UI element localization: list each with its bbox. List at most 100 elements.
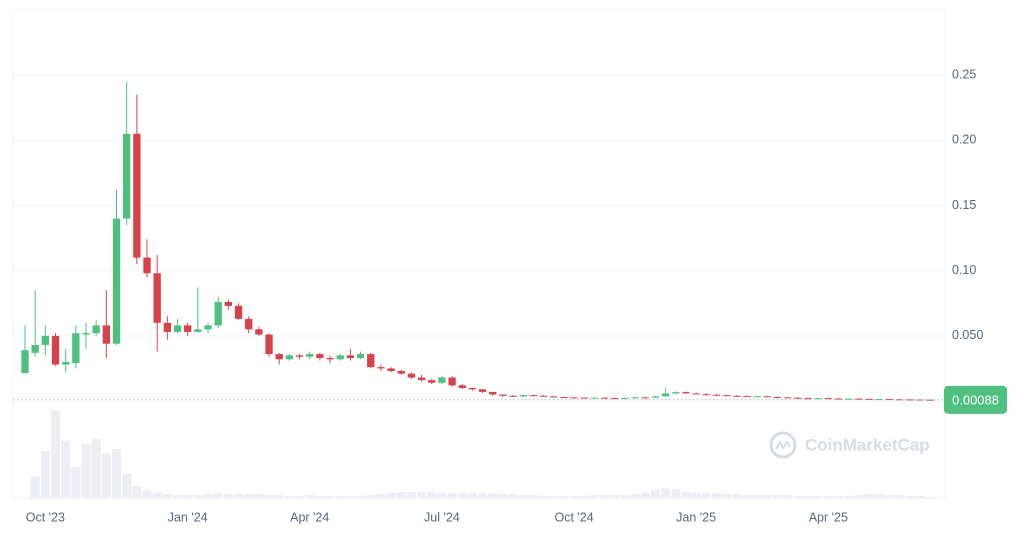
candle-body bbox=[102, 325, 111, 344]
volume-bar bbox=[803, 496, 813, 498]
candle-body bbox=[580, 397, 588, 399]
volume-bar bbox=[111, 449, 122, 498]
candle-body bbox=[133, 133, 141, 258]
volume-bars bbox=[30, 409, 935, 498]
candle-body bbox=[417, 377, 426, 381]
candle-body bbox=[702, 394, 710, 396]
candle-body bbox=[112, 218, 121, 344]
volume-bar bbox=[213, 493, 223, 498]
candle-body bbox=[92, 325, 100, 334]
candle-body bbox=[458, 385, 466, 388]
candle-body bbox=[600, 397, 609, 399]
candle-body bbox=[519, 395, 527, 397]
plot-frame bbox=[12, 9, 946, 499]
candle-body bbox=[529, 395, 538, 397]
candle-body bbox=[468, 387, 477, 390]
volume-bar bbox=[305, 495, 315, 498]
volume-bar bbox=[325, 496, 335, 498]
candle-body bbox=[295, 355, 304, 357]
candle-body bbox=[41, 335, 49, 345]
candle-body bbox=[21, 350, 29, 373]
volume-bar bbox=[345, 496, 355, 498]
candle-body bbox=[682, 392, 690, 394]
candle-body bbox=[31, 344, 39, 353]
volume-bar bbox=[671, 489, 681, 498]
volume-bar bbox=[793, 496, 803, 498]
candle-body bbox=[672, 392, 680, 394]
candle-body bbox=[82, 333, 90, 335]
volume-bar bbox=[254, 494, 264, 498]
candle-body bbox=[489, 391, 497, 395]
volume-bar bbox=[416, 492, 427, 498]
candle-body bbox=[407, 373, 416, 378]
candle-body bbox=[265, 334, 273, 355]
volume-bar bbox=[264, 495, 274, 498]
candle-body bbox=[255, 329, 263, 335]
candle-body bbox=[509, 395, 517, 397]
candle-body bbox=[163, 322, 172, 332]
candle-body bbox=[377, 367, 385, 369]
candle-body bbox=[62, 361, 70, 365]
candle-body bbox=[194, 329, 202, 332]
volume-bar bbox=[508, 494, 518, 498]
volume-bar bbox=[518, 495, 528, 498]
candle-body bbox=[428, 380, 436, 383]
candle-body bbox=[651, 396, 660, 398]
last-price-label: 0.00088 bbox=[952, 392, 999, 407]
candle-body bbox=[733, 395, 741, 397]
candles bbox=[21, 81, 934, 401]
volume-bar bbox=[884, 495, 894, 498]
volume-bar bbox=[925, 497, 935, 498]
volume-bar bbox=[732, 494, 742, 498]
volume-bar bbox=[874, 494, 884, 498]
volume-bar bbox=[701, 493, 711, 498]
volume-bar bbox=[752, 495, 762, 498]
volume-bar bbox=[315, 496, 325, 498]
volume-bar bbox=[630, 494, 640, 498]
candle-body bbox=[661, 393, 670, 397]
volume-bar bbox=[498, 494, 508, 498]
candle-body bbox=[224, 301, 233, 306]
candle-body bbox=[621, 397, 629, 399]
x-tick-label: Jan '25 bbox=[676, 510, 716, 524]
volume-bar bbox=[539, 496, 549, 498]
candle-body bbox=[173, 325, 182, 332]
volume-bar bbox=[81, 444, 91, 498]
candle-body bbox=[204, 325, 212, 330]
candle-body bbox=[438, 377, 446, 383]
x-tick-label: Jan '24 bbox=[168, 510, 208, 524]
volume-bar bbox=[294, 496, 305, 498]
volume-bar bbox=[589, 495, 600, 498]
candle-body bbox=[367, 354, 375, 368]
volume-bar bbox=[223, 494, 233, 498]
volume-bar bbox=[661, 488, 671, 498]
candle-body bbox=[763, 396, 771, 398]
volume-bar bbox=[122, 473, 132, 498]
volume-bar bbox=[203, 494, 213, 498]
volume-bar bbox=[823, 496, 833, 498]
volume-bar bbox=[71, 466, 81, 498]
volume-bar bbox=[579, 496, 589, 498]
candle-body bbox=[722, 395, 731, 397]
x-tick-label: Oct '23 bbox=[26, 510, 65, 524]
candle-body bbox=[397, 371, 405, 374]
candle-body bbox=[611, 398, 619, 400]
watermark: CoinMarketCap bbox=[769, 431, 930, 459]
x-tick-label: Apr '24 bbox=[290, 510, 329, 524]
volume-bar bbox=[528, 495, 539, 498]
candle-body bbox=[783, 397, 792, 399]
volume-bar bbox=[864, 494, 874, 498]
candle-body bbox=[143, 257, 151, 274]
candle-body bbox=[814, 398, 822, 400]
volume-bar bbox=[132, 486, 142, 498]
candle-body bbox=[773, 396, 782, 398]
candle-body bbox=[794, 397, 802, 399]
volume-bar bbox=[142, 490, 152, 498]
candle-body bbox=[844, 398, 853, 400]
candle-body bbox=[336, 355, 344, 360]
grid bbox=[13, 74, 945, 337]
candle-body bbox=[692, 393, 700, 395]
volume-bar bbox=[152, 493, 162, 498]
y-tick-label: 0.20 bbox=[952, 133, 976, 147]
candle-body bbox=[641, 397, 649, 399]
